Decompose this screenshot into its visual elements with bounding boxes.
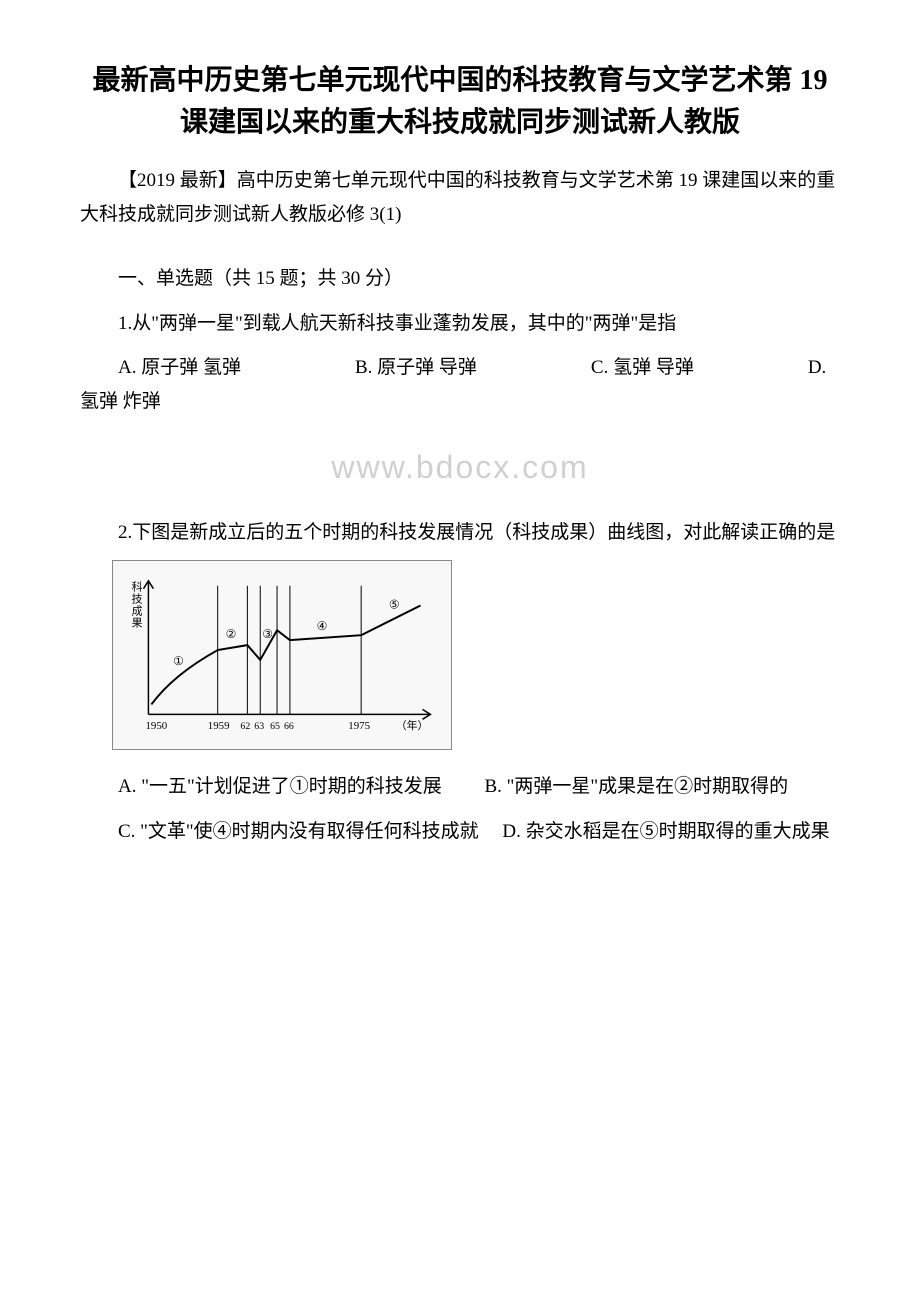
- chart-ylabel-3: 成: [132, 605, 143, 618]
- chart-ylabel-2: 技: [132, 593, 143, 606]
- chart-region-1: ①: [173, 654, 184, 668]
- chart-xtick-65: 65: [270, 722, 280, 733]
- question-2-chart: 科 技 成 果 ① ② ③ ④ ⑤ 1950 1959 62 63 65 66 …: [112, 560, 452, 750]
- chart-svg: 科 技 成 果 ① ② ③ ④ ⑤ 1950 1959 62 63 65 66 …: [113, 561, 451, 749]
- document-subtitle: 【2019 最新】高中历史第七单元现代中国的科技教育与文学艺术第 19 课建国以…: [80, 164, 840, 232]
- chart-region-5: ⑤: [389, 598, 400, 612]
- chart-xtick-66: 66: [284, 722, 294, 733]
- chart-xtick-1950: 1950: [145, 721, 167, 733]
- watermark: www.bdocx.com: [80, 449, 840, 486]
- chart-xtick-63: 63: [254, 722, 264, 733]
- document-title: 最新高中历史第七单元现代中国的科技教育与文学艺术第 19 课建国以来的重大科技成…: [80, 60, 840, 144]
- chart-region-4: ④: [317, 620, 328, 634]
- question-1-options: A. 原子弹 氢弹 B. 原子弹 导弹 C. 氢弹 导弹 D. 氢弹 炸弹: [80, 351, 840, 419]
- chart-xtick-1975: 1975: [348, 721, 370, 733]
- section-1-header: 一、单选题（共 15 题；共 30 分）: [80, 262, 840, 296]
- chart-region-2: ②: [226, 627, 237, 641]
- chart-xlabel-unit: （年）: [396, 719, 429, 733]
- chart-curve: [151, 606, 420, 705]
- chart-region-3: ③: [262, 627, 273, 641]
- question-2-text: 2.下图是新成立后的五个时期的科技发展情况（科技成果）曲线图，对此解读正确的是: [80, 516, 840, 550]
- chart-ylabel-1: 科: [132, 580, 143, 594]
- chart-ylabel-4: 果: [132, 617, 143, 630]
- question-2-option-cd: C. "文革"使④时期内没有取得任何科技成就 D. 杂交水稻是在⑤时期取得的重大…: [80, 815, 840, 849]
- chart-xtick-62: 62: [240, 722, 250, 733]
- chart-xtick-1959: 1959: [208, 721, 230, 733]
- question-1-text: 1.从"两弹一星"到载人航天新科技事业蓬勃发展，其中的"两弹"是指: [80, 307, 840, 341]
- question-2-option-ab: A. "一五"计划促进了①时期的科技发展 B. "两弹一星"成果是在②时期取得的: [80, 770, 840, 804]
